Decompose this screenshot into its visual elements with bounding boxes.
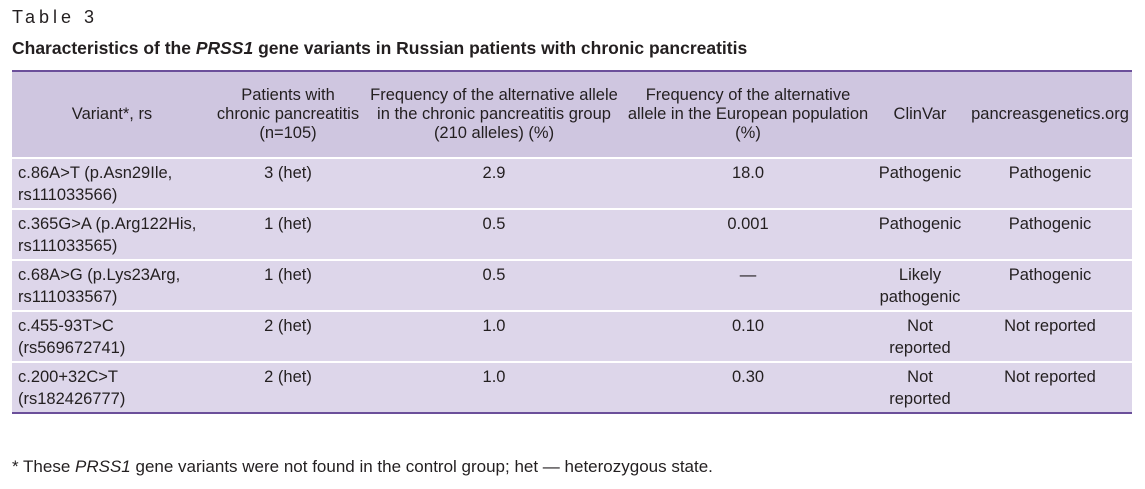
table-row: c.365G>A (p.Arg122His, rs111033565) 1 (h… — [12, 208, 1132, 260]
cell-patients: 2 (het) — [212, 310, 364, 362]
cell-clinvar: Pathogenic — [872, 208, 968, 260]
variants-table: Variant*, rs Patients with chronic pancr… — [12, 72, 1132, 414]
footnote-suffix: gene variants were not found in the cont… — [130, 457, 713, 476]
header-row: Variant*, rs Patients with chronic pancr… — [12, 72, 1132, 159]
cell-patients: 2 (het) — [212, 361, 364, 414]
cell-frequency-europe: 0.001 — [624, 208, 872, 260]
table-row: c.200+32C>T (rs182426777) 2 (het) 1.0 0.… — [12, 361, 1132, 414]
table-row: c.455-93T>C (rs569672741) 2 (het) 1.0 0.… — [12, 310, 1132, 362]
caption-gene: PRSS1 — [195, 38, 254, 58]
header-frequency-group: Frequency of the alternative allele in t… — [364, 72, 624, 159]
header-variant: Variant*, rs — [12, 72, 212, 159]
cell-patients: 3 (het) — [212, 157, 364, 209]
cell-patients: 1 (het) — [212, 208, 364, 260]
table-top-rule — [12, 70, 1132, 72]
cell-clinvar: Likely pathogenic — [872, 259, 968, 311]
cell-pancreasgenetics: Pathogenic — [968, 208, 1132, 260]
header-patients: Patients with chronic pancreatitis (n=10… — [212, 72, 364, 159]
cell-variant: c.365G>A (p.Arg122His, rs111033565) — [12, 208, 212, 260]
cell-clinvar: Not reported — [872, 310, 968, 362]
header-frequency-europe: Frequency of the alternative allele in t… — [624, 72, 872, 159]
cell-frequency-group: 0.5 — [364, 208, 624, 260]
cell-pancreasgenetics: Not reported — [968, 310, 1132, 362]
cell-clinvar: Not reported — [872, 361, 968, 414]
table-footnote: * These PRSS1 gene variants were not fou… — [12, 457, 713, 477]
cell-variant: c.68A>G (p.Lys23Arg, rs111033567) — [12, 259, 212, 311]
cell-frequency-europe: 0.30 — [624, 361, 872, 414]
cell-patients: 1 (het) — [212, 259, 364, 311]
header-clinvar: ClinVar — [872, 72, 968, 159]
cell-pancreasgenetics: Pathogenic — [968, 157, 1132, 209]
cell-frequency-europe: 0.10 — [624, 310, 872, 362]
cell-frequency-group: 0.5 — [364, 259, 624, 311]
table-caption: Characteristics of the PRSS1 gene varian… — [12, 38, 747, 59]
cell-variant: c.86A>T (p.Asn29Ile, rs111033566) — [12, 157, 212, 209]
header-pancreasgenetics: pancreasgenetics.org — [968, 72, 1132, 159]
cell-pancreasgenetics: Pathogenic — [968, 259, 1132, 311]
cell-pancreasgenetics: Not reported — [968, 361, 1132, 414]
caption-suffix: gene variants in Russian patients with c… — [253, 38, 748, 58]
table-row: c.68A>G (p.Lys23Arg, rs111033567) 1 (het… — [12, 259, 1132, 311]
footnote-prefix: * These — [12, 457, 76, 476]
cell-variant: c.200+32C>T (rs182426777) — [12, 361, 212, 414]
table-row: c.86A>T (p.Asn29Ile, rs111033566) 3 (het… — [12, 157, 1132, 209]
footnote-gene: PRSS1 — [75, 457, 131, 476]
cell-frequency-europe: — — [624, 259, 872, 311]
cell-frequency-group: 1.0 — [364, 310, 624, 362]
caption-prefix: Characteristics of the — [12, 38, 196, 58]
cell-frequency-group: 2.9 — [364, 157, 624, 209]
cell-frequency-europe: 18.0 — [624, 157, 872, 209]
cell-variant: c.455-93T>C (rs569672741) — [12, 310, 212, 362]
cell-frequency-group: 1.0 — [364, 361, 624, 414]
cell-clinvar: Pathogenic — [872, 157, 968, 209]
table-label: Table 3 — [12, 7, 99, 27]
